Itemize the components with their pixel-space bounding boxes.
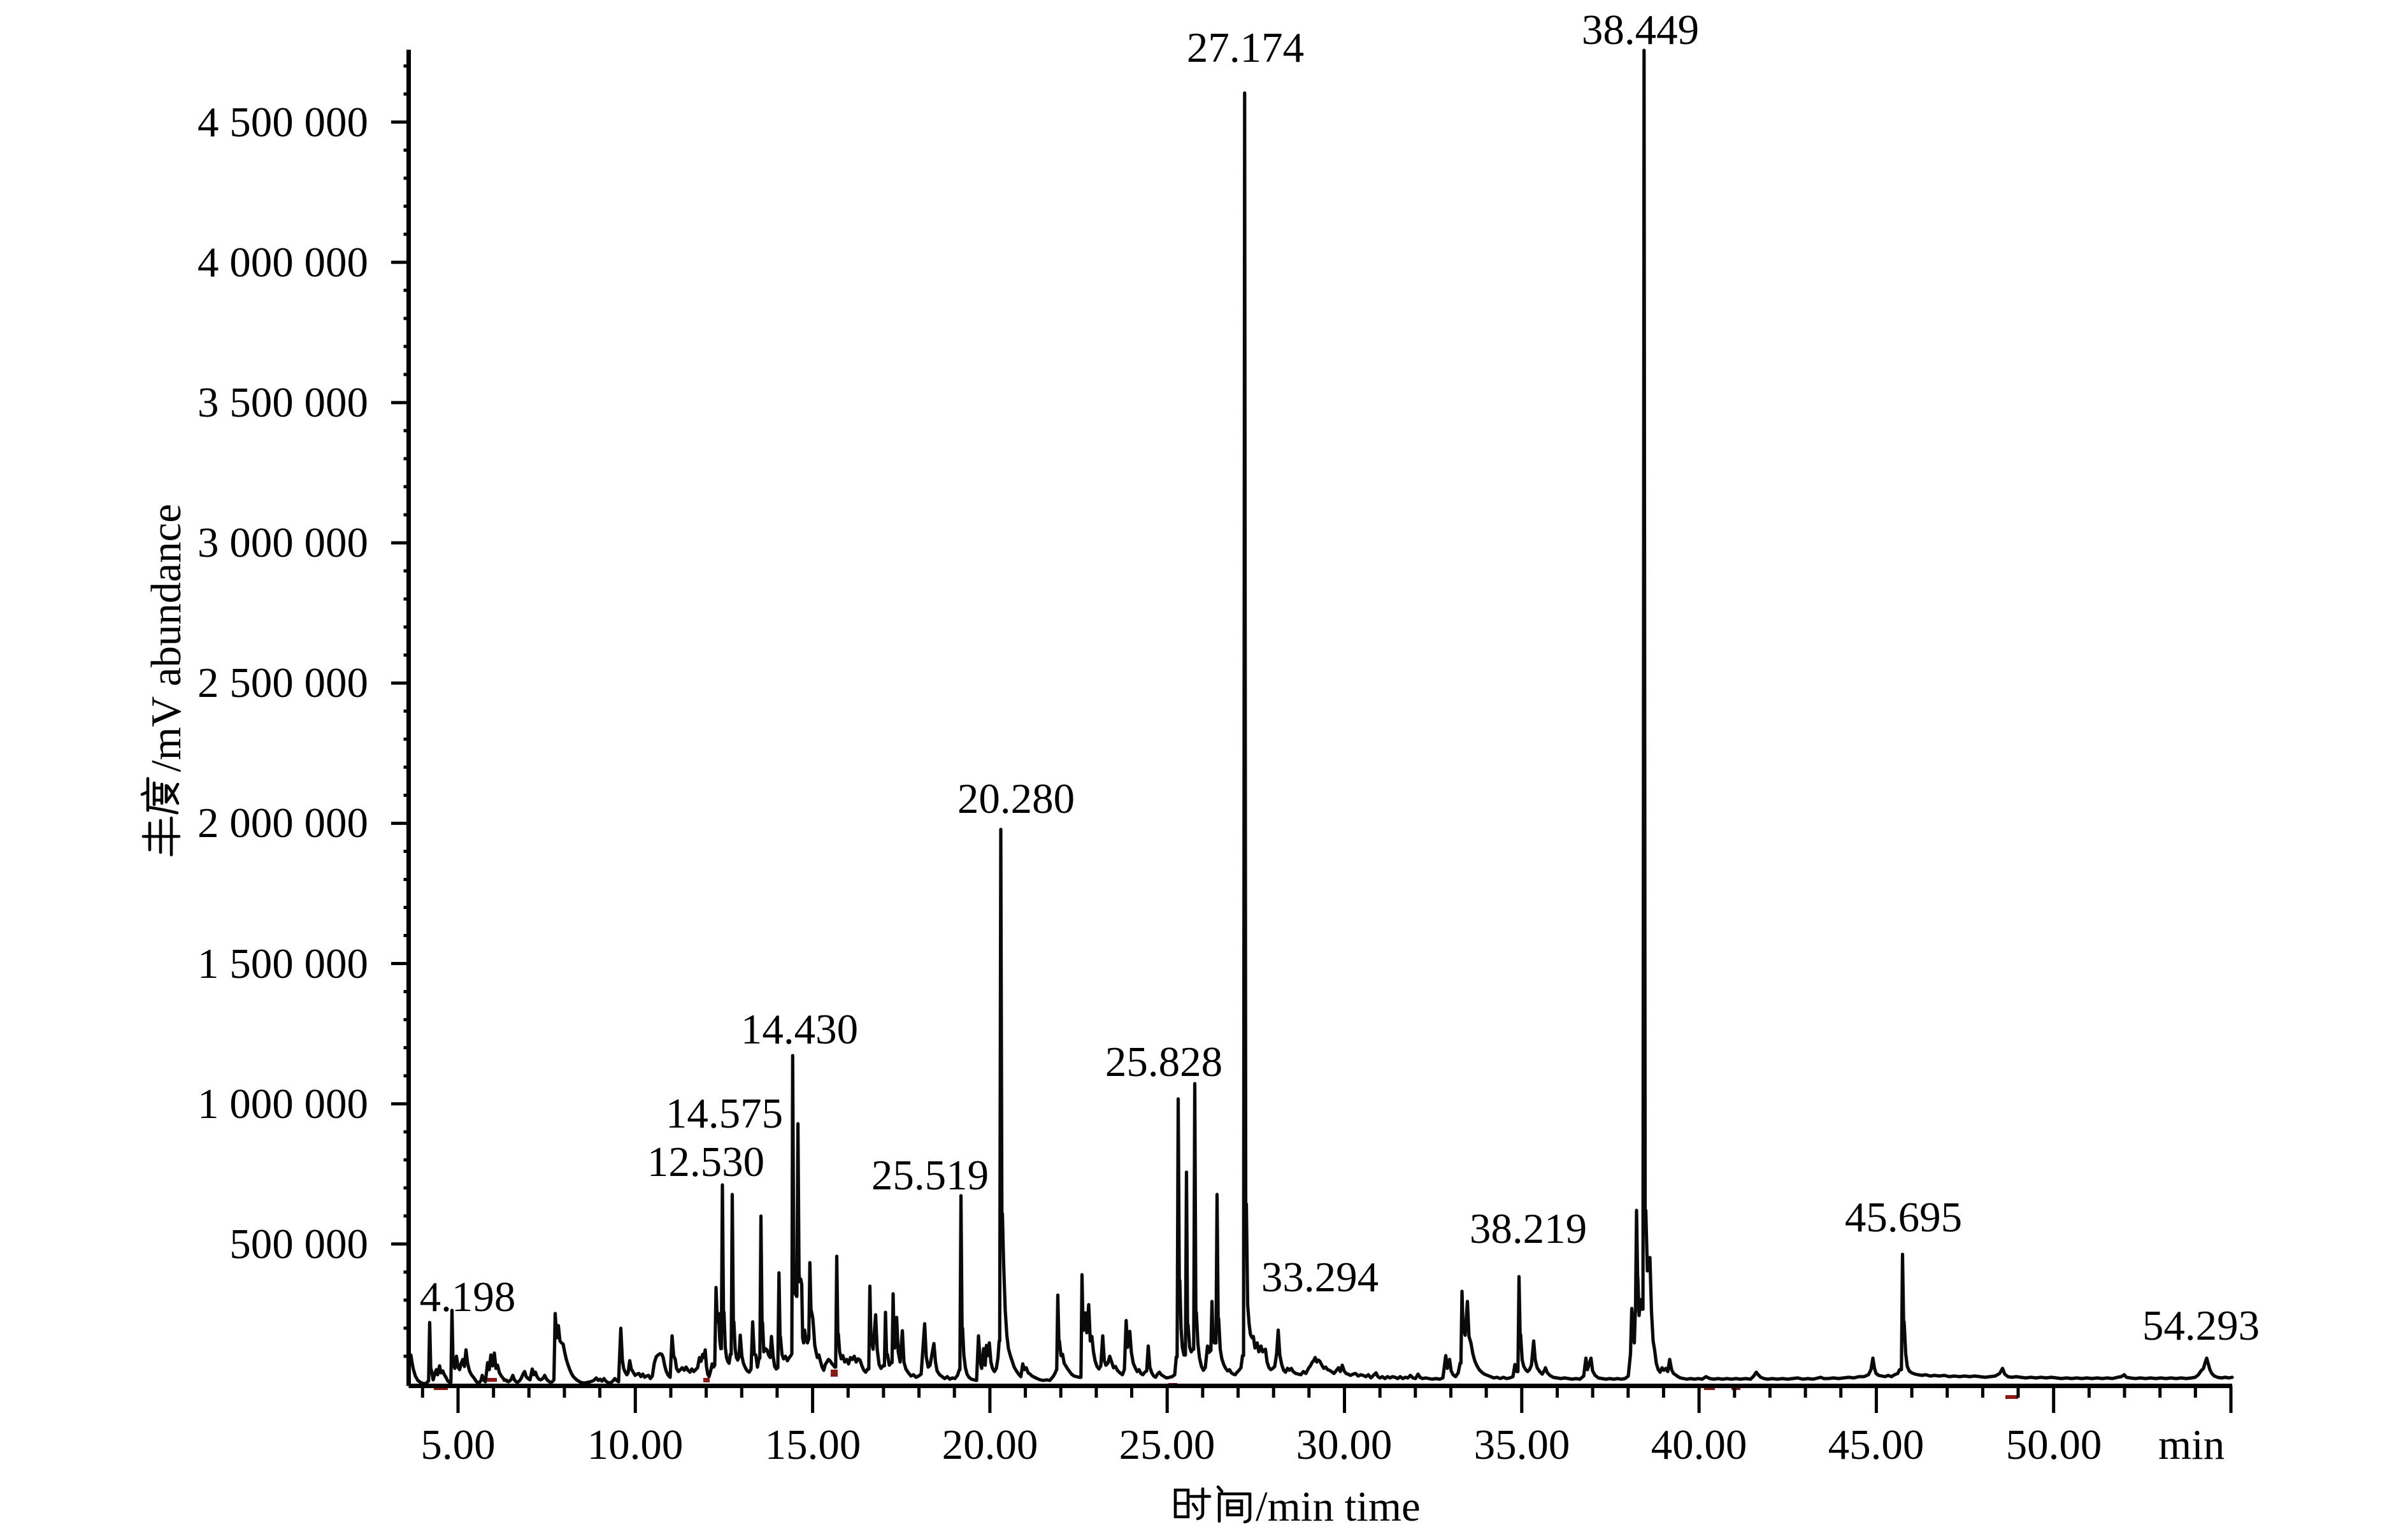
svg-text:25.00: 25.00: [1119, 1421, 1215, 1468]
svg-text:/min time: /min time: [1256, 1483, 1421, 1530]
svg-text:1 500 000: 1 500 000: [197, 940, 368, 987]
svg-text:/mV abundance: /mV abundance: [143, 504, 190, 772]
svg-text:4.198: 4.198: [420, 1273, 516, 1321]
svg-text:20.00: 20.00: [942, 1421, 1038, 1468]
svg-text:10.00: 10.00: [587, 1421, 684, 1468]
svg-text:500 000: 500 000: [229, 1221, 368, 1268]
svg-text:15.00: 15.00: [765, 1421, 861, 1468]
svg-text:33.294: 33.294: [1261, 1254, 1379, 1301]
svg-text:14.430: 14.430: [741, 1006, 858, 1053]
svg-text:40.00: 40.00: [1651, 1421, 1747, 1468]
svg-text:27.174: 27.174: [1187, 24, 1304, 71]
svg-text:45.695: 45.695: [1845, 1194, 1962, 1241]
svg-text:5.00: 5.00: [420, 1421, 495, 1468]
svg-text:4 500 000: 4 500 000: [197, 99, 368, 146]
svg-text:4 000 000: 4 000 000: [197, 239, 368, 286]
svg-text:45.00: 45.00: [1828, 1421, 1924, 1468]
svg-text:50.00: 50.00: [2006, 1421, 2102, 1468]
svg-text:2 000 000: 2 000 000: [197, 799, 368, 847]
svg-text:3 500 000: 3 500 000: [197, 379, 368, 426]
svg-text:38.219: 38.219: [1470, 1205, 1587, 1252]
svg-text:14.575: 14.575: [666, 1090, 783, 1137]
svg-text:54.293: 54.293: [2142, 1302, 2260, 1349]
svg-text:12.530: 12.530: [647, 1138, 764, 1186]
svg-text:38.449: 38.449: [1582, 6, 1699, 54]
svg-text:30.00: 30.00: [1296, 1421, 1393, 1468]
svg-text:3 000 000: 3 000 000: [197, 519, 368, 566]
svg-text:35.00: 35.00: [1474, 1421, 1570, 1468]
svg-text:1 000 000: 1 000 000: [197, 1080, 368, 1128]
svg-text:25.519: 25.519: [871, 1152, 989, 1199]
svg-text:25.828: 25.828: [1105, 1038, 1222, 1086]
svg-text:min: min: [2158, 1421, 2225, 1468]
svg-text:20.280: 20.280: [957, 775, 1075, 822]
svg-text:2 500 000: 2 500 000: [197, 659, 368, 706]
